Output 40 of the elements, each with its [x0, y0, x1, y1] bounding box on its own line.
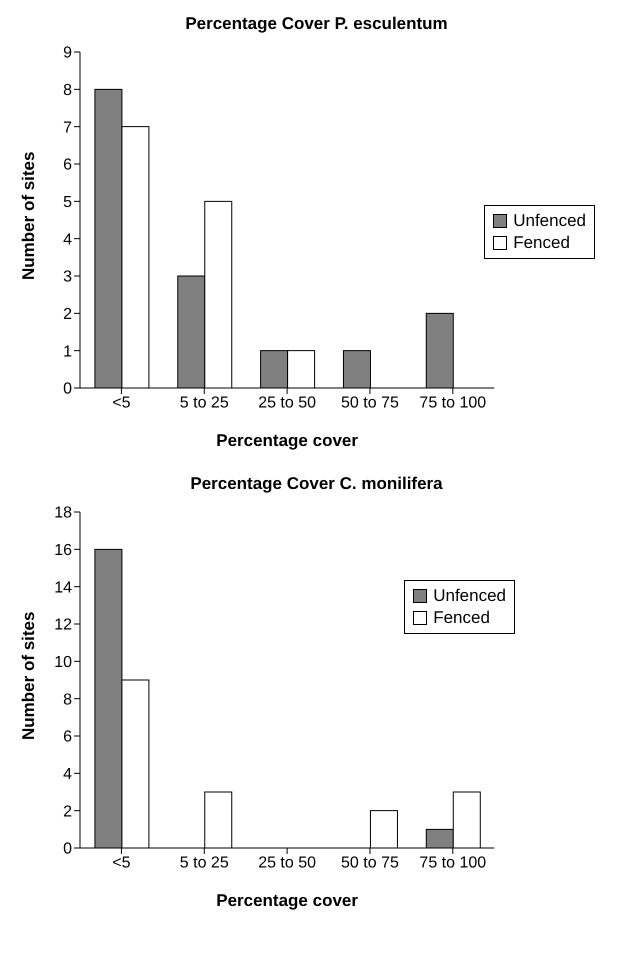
x-tick-label: <5: [112, 394, 131, 412]
y-tick-label: 2: [63, 306, 72, 324]
x-tick-label: <5: [112, 854, 131, 872]
y-tick-label: 16: [54, 542, 72, 560]
x-tick-label: 50 to 75: [341, 854, 399, 872]
y-tick-label: 3: [63, 268, 72, 286]
y-axis-title: Number of sites: [19, 152, 38, 280]
x-tick-label: 50 to 75: [341, 394, 399, 412]
x-tick-label: 5 to 25: [180, 854, 229, 872]
y-tick-label: 4: [63, 231, 72, 248]
y-tick-label: 8: [63, 82, 72, 100]
y-tick-label: 0: [63, 380, 72, 398]
y-tick-label: 14: [54, 579, 72, 596]
y-axis-title: Number of sites: [19, 612, 38, 740]
y-tick-label: 4: [63, 766, 72, 784]
y-tick-label: 12: [54, 616, 72, 634]
x-tick-label: 5 to 25: [180, 394, 229, 412]
x-tick-label: 25 to 50: [258, 854, 316, 872]
y-tick-label: 18: [54, 504, 72, 522]
legend-label: Fenced: [433, 607, 490, 629]
y-tick-label: 2: [63, 803, 72, 820]
x-tick-label: 25 to 50: [258, 394, 316, 412]
y-tick-label: 6: [63, 728, 72, 746]
y-tick-label: 7: [63, 119, 72, 136]
x-axis-title: Percentage cover: [216, 431, 358, 450]
x-tick-label: 75 to 100: [419, 394, 486, 412]
legend-label: Unfenced: [433, 585, 506, 607]
y-tick-label: 9: [63, 44, 72, 62]
y-tick-label: 0: [63, 840, 72, 858]
y-tick-label: 8: [63, 691, 72, 708]
legend-label: Fenced: [513, 232, 570, 254]
x-axis-title: Percentage cover: [216, 891, 358, 910]
legend-label: Unfenced: [513, 210, 586, 232]
x-tick-label: 75 to 100: [419, 854, 486, 872]
y-tick-label: 5: [63, 194, 72, 212]
chart-title: Percentage Cover P. esculentum: [184, 14, 449, 34]
chart-title: Percentage Cover C. monilifera: [189, 474, 444, 494]
y-tick-label: 1: [63, 343, 72, 360]
y-tick-label: 10: [54, 654, 72, 672]
y-tick-label: 6: [63, 156, 72, 174]
